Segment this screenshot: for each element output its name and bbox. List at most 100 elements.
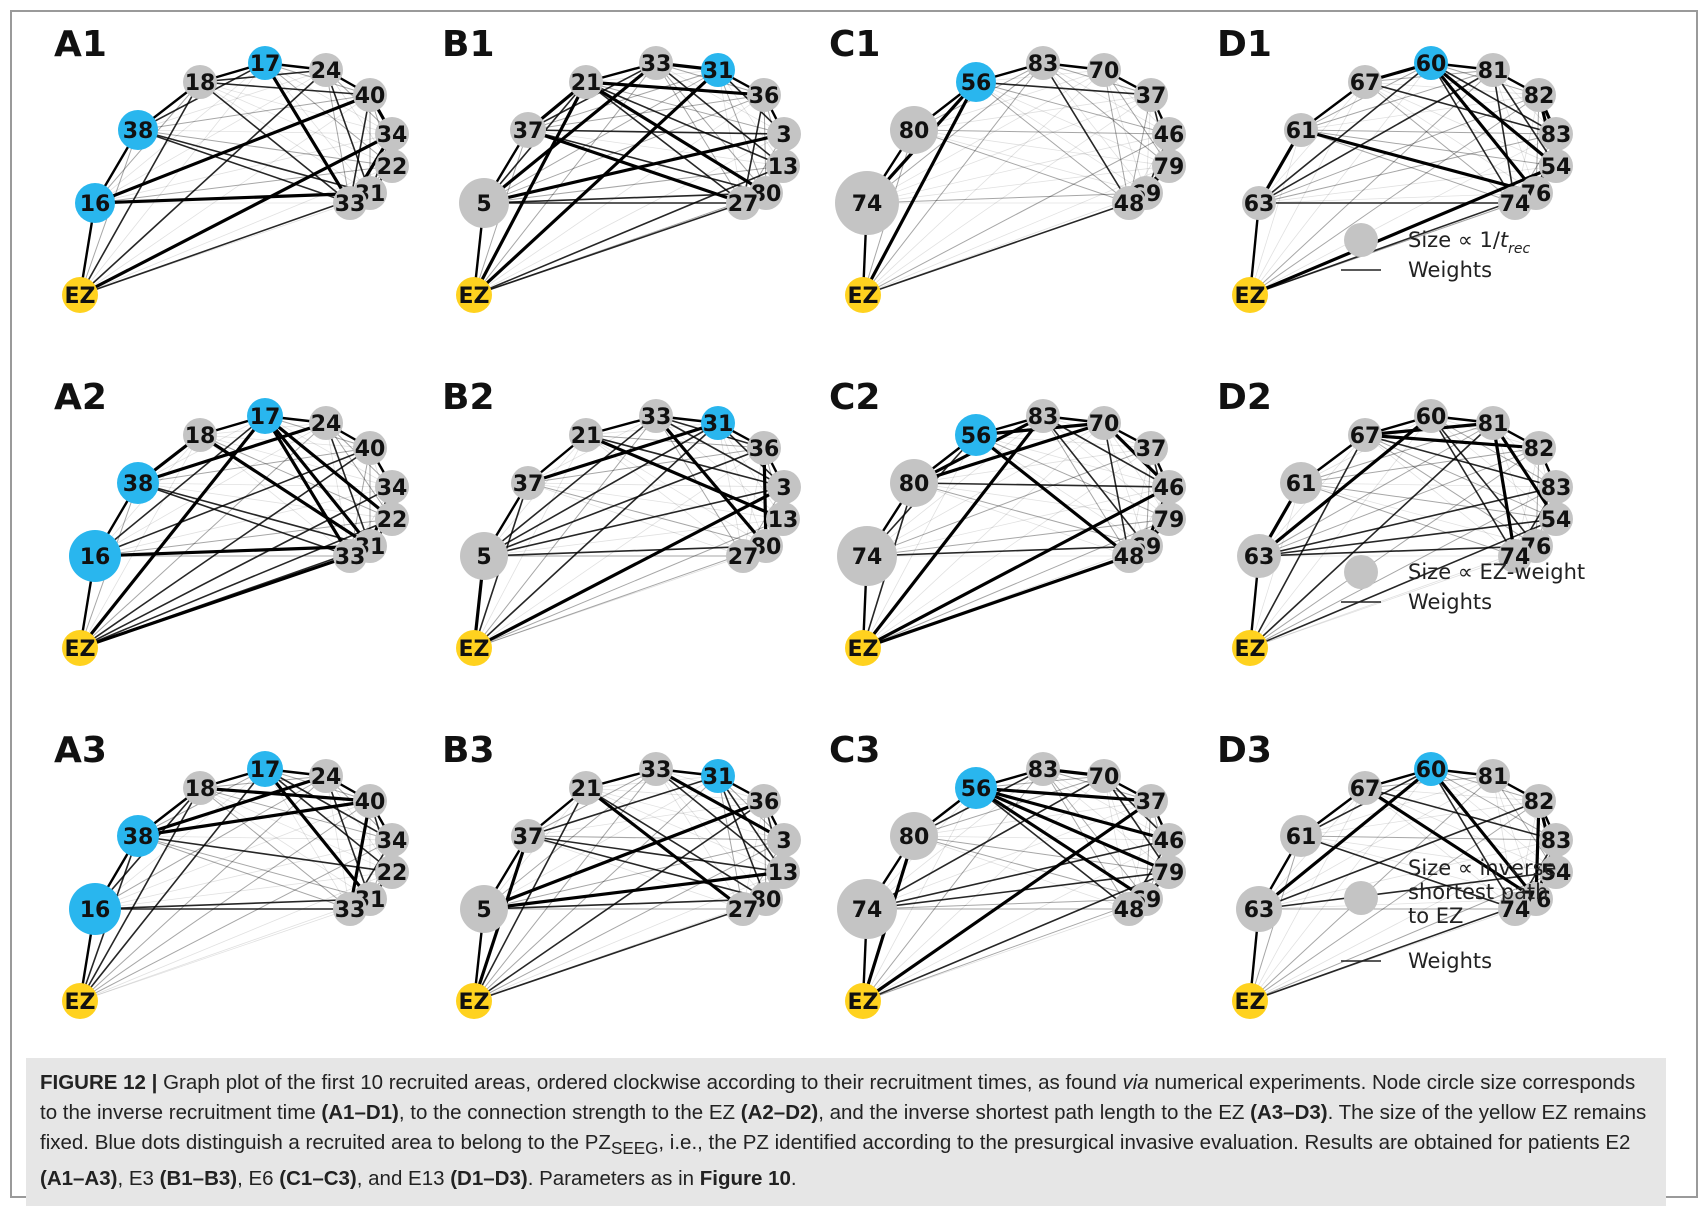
graph-node: 17	[248, 46, 282, 80]
caption-ref-row3: (A3–D3)	[1250, 1101, 1327, 1124]
caption-ref-row1: (A1–D1)	[321, 1101, 398, 1124]
node-label: 83	[1028, 405, 1059, 430]
node-label: 17	[250, 758, 281, 783]
graph-edge	[863, 519, 1169, 648]
ez-node: EZ	[456, 630, 492, 666]
graph-node: 40	[353, 78, 387, 112]
graph-edge	[528, 836, 784, 840]
node-label: 27	[728, 898, 759, 923]
node-label: 81	[1478, 412, 1509, 437]
ez-node: EZ	[62, 630, 98, 666]
panel-label: D2	[1217, 377, 1272, 418]
node-label: 61	[1286, 825, 1317, 850]
graph-node: 37	[511, 819, 545, 853]
node-label: 60	[1416, 758, 1447, 783]
graph-edge	[863, 909, 1129, 1001]
node-label: 63	[1244, 898, 1275, 923]
graph-node: 17	[247, 751, 283, 787]
graph-node: 56	[955, 414, 997, 456]
graph-node: 46	[1152, 823, 1186, 857]
node-label: 5	[476, 192, 491, 217]
node-label: EZ	[848, 284, 879, 309]
graph-node: 16	[75, 183, 115, 223]
caption-text-11: .	[791, 1167, 797, 1190]
graph-node: 3	[767, 823, 801, 857]
graph-edge	[976, 82, 1146, 193]
node-label: 81	[1478, 765, 1509, 790]
panel-b1: B1EZ5372133 31363138027	[442, 24, 801, 313]
ez-node: EZ	[1232, 983, 1268, 1019]
graph-node: 38	[118, 110, 158, 150]
ez-node: EZ	[62, 983, 98, 1019]
node-label: 37	[1136, 790, 1167, 815]
graph-edge	[138, 130, 392, 134]
graph-edge	[528, 130, 784, 134]
node-label: 70	[1089, 412, 1120, 437]
graph-node: 5	[460, 885, 508, 933]
graph-node: 80	[890, 459, 938, 507]
node-label: 81	[1478, 59, 1509, 84]
node-label: 67	[1350, 71, 1381, 96]
node-label: 27	[728, 545, 759, 570]
node-label: 61	[1286, 472, 1317, 497]
graph-edge	[914, 483, 1129, 556]
graph-node: 74	[1498, 186, 1532, 220]
node-label: 40	[355, 437, 386, 462]
graph-node: 67	[1348, 418, 1382, 452]
node-label: 60	[1416, 405, 1447, 430]
node-label: 63	[1244, 192, 1275, 217]
node-label: 80	[899, 472, 930, 497]
edge-group	[1250, 63, 1556, 295]
node-label: 38	[123, 119, 154, 144]
node-label: 33	[641, 52, 672, 77]
ez-node: EZ	[456, 983, 492, 1019]
graph-node: 33	[639, 46, 673, 80]
caption-ref-patient-e6: (C1–C3)	[279, 1167, 356, 1190]
node-label: 16	[80, 192, 111, 217]
panel-c1: C1EZ74805683 703746796948	[829, 24, 1186, 313]
node-label: 40	[355, 790, 386, 815]
graph-node: 46	[1152, 117, 1186, 151]
caption-ref-figure: Figure 10	[700, 1167, 791, 1190]
graph-node: 56	[956, 62, 996, 102]
legend-size-marker	[1344, 881, 1378, 915]
node-label: 16	[80, 898, 111, 923]
node-label: 37	[513, 825, 544, 850]
graph-node: 79	[1152, 502, 1186, 536]
graph-node: 67	[1348, 771, 1382, 805]
node-label: 17	[250, 405, 281, 430]
graph-node: 18	[183, 771, 217, 805]
node-label: 82	[1524, 84, 1555, 109]
graph-node: 16	[69, 883, 121, 935]
graph-edge	[80, 193, 370, 295]
node-label: 37	[513, 472, 544, 497]
panel-label: D3	[1217, 730, 1272, 771]
graph-edge	[474, 556, 743, 648]
node-label: 31	[703, 412, 734, 437]
legend-size-label: Size ∝ 1/trec	[1408, 228, 1531, 257]
node-label: EZ	[459, 284, 490, 309]
panel-label: B2	[442, 377, 495, 418]
graph-node: 79	[1152, 855, 1186, 889]
node-label: 61	[1286, 119, 1317, 144]
node-label: 46	[1154, 123, 1185, 148]
graph-node: 74	[837, 879, 897, 939]
graph-node: 63	[1237, 534, 1281, 578]
figure-caption: FIGURE 12 | Graph plot of the first 10 r…	[26, 1058, 1666, 1206]
graph-node: 67	[1348, 65, 1382, 99]
graph-edge	[138, 836, 392, 840]
node-label: 82	[1524, 790, 1555, 815]
node-label: 46	[1154, 476, 1185, 501]
graph-edge	[976, 435, 1146, 546]
panel-a3: A3EZ16381817 244034223133	[54, 730, 409, 1019]
caption-ref-patient-e13: (D1–D3)	[450, 1167, 527, 1190]
node-label: EZ	[1235, 637, 1266, 662]
node-label: 18	[185, 71, 216, 96]
panel-a2: A2EZ16381817 244034223133	[54, 377, 409, 666]
graph-node: 48	[1112, 892, 1146, 926]
panel-label: C2	[829, 377, 880, 418]
node-label: 79	[1154, 508, 1185, 533]
panel-label: A2	[54, 377, 107, 418]
legend-1: Size ∝ 1/trecWeights	[1341, 223, 1531, 282]
node-label: 13	[768, 861, 799, 886]
